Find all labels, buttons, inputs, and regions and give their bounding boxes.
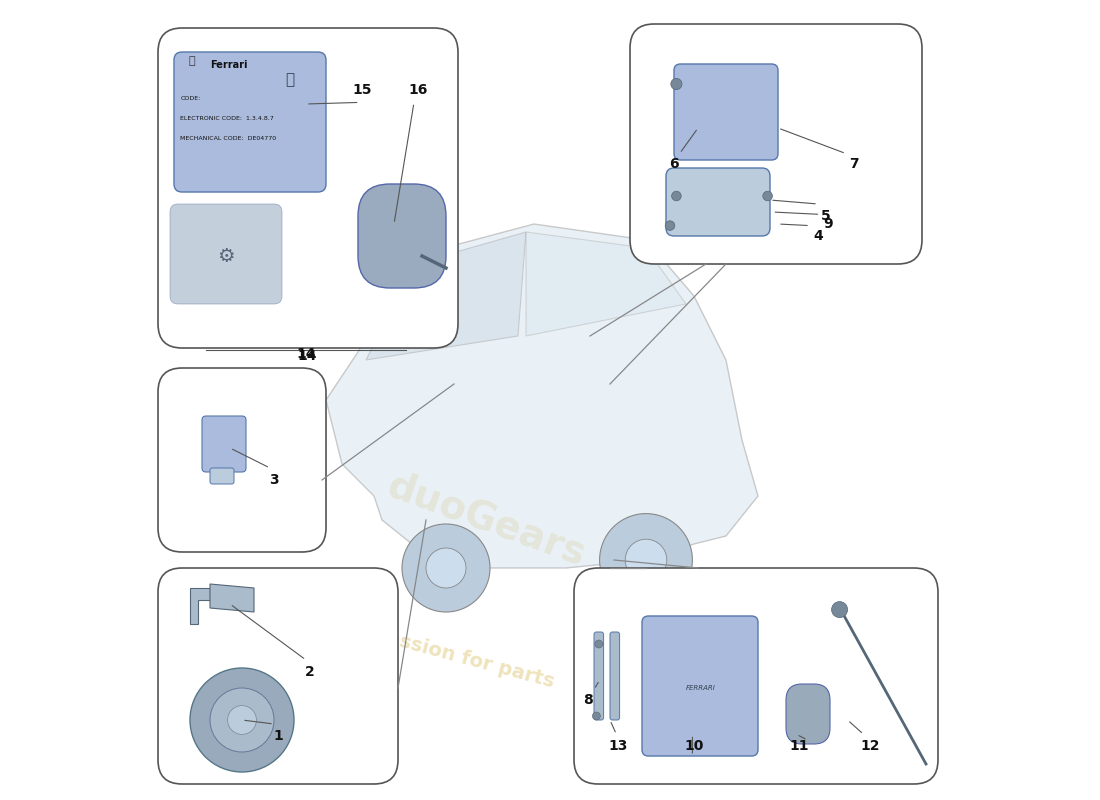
Text: ELECTRONIC CODE:  1.3.4.8.7: ELECTRONIC CODE: 1.3.4.8.7 xyxy=(180,116,274,121)
Text: a passion for parts: a passion for parts xyxy=(352,620,557,692)
Text: 3: 3 xyxy=(270,473,278,487)
Circle shape xyxy=(672,191,681,201)
Text: 🐴: 🐴 xyxy=(188,56,195,66)
FancyBboxPatch shape xyxy=(594,632,604,720)
Text: 8: 8 xyxy=(583,693,593,707)
Circle shape xyxy=(666,221,674,230)
FancyBboxPatch shape xyxy=(786,684,830,744)
FancyBboxPatch shape xyxy=(674,64,778,160)
Circle shape xyxy=(210,688,274,752)
Text: MECHANICAL CODE:  DE04770: MECHANICAL CODE: DE04770 xyxy=(180,136,276,141)
Text: 1: 1 xyxy=(273,729,283,743)
Polygon shape xyxy=(190,588,210,624)
Text: 14: 14 xyxy=(296,346,316,361)
Circle shape xyxy=(762,191,772,201)
Text: FERRARI: FERRARI xyxy=(685,685,715,691)
FancyBboxPatch shape xyxy=(642,616,758,756)
FancyBboxPatch shape xyxy=(202,416,246,472)
Text: 🔑: 🔑 xyxy=(285,72,295,87)
Text: 14: 14 xyxy=(298,349,318,363)
Text: 12: 12 xyxy=(860,738,880,753)
Text: 9: 9 xyxy=(824,217,833,231)
Circle shape xyxy=(402,524,490,612)
FancyBboxPatch shape xyxy=(170,204,282,304)
FancyBboxPatch shape xyxy=(158,28,458,348)
Circle shape xyxy=(625,539,667,581)
Polygon shape xyxy=(366,232,526,360)
Text: 4: 4 xyxy=(813,229,823,243)
Polygon shape xyxy=(326,224,758,568)
Text: 6: 6 xyxy=(669,157,679,171)
Circle shape xyxy=(190,668,294,772)
Text: 11: 11 xyxy=(790,738,810,753)
Circle shape xyxy=(426,548,466,588)
Circle shape xyxy=(228,706,256,734)
Text: Ferrari: Ferrari xyxy=(210,60,248,70)
Text: 2: 2 xyxy=(305,665,315,679)
Circle shape xyxy=(595,640,603,648)
Polygon shape xyxy=(210,584,254,612)
Text: 1995: 1995 xyxy=(585,596,675,652)
Circle shape xyxy=(593,712,601,720)
FancyBboxPatch shape xyxy=(210,468,234,484)
Text: duoGears: duoGears xyxy=(382,466,591,574)
FancyBboxPatch shape xyxy=(666,168,770,236)
Polygon shape xyxy=(526,232,686,336)
FancyBboxPatch shape xyxy=(358,184,446,288)
Circle shape xyxy=(832,602,848,618)
Text: 16: 16 xyxy=(408,83,428,98)
FancyBboxPatch shape xyxy=(610,632,619,720)
FancyBboxPatch shape xyxy=(158,568,398,784)
Circle shape xyxy=(600,514,692,606)
Text: ⚙: ⚙ xyxy=(218,246,234,266)
FancyBboxPatch shape xyxy=(574,568,938,784)
Text: 7: 7 xyxy=(849,157,859,171)
FancyBboxPatch shape xyxy=(630,24,922,264)
Text: 5: 5 xyxy=(821,209,830,223)
Text: 13: 13 xyxy=(608,738,628,753)
Circle shape xyxy=(671,78,682,90)
FancyBboxPatch shape xyxy=(174,52,326,192)
Text: 10: 10 xyxy=(684,738,704,753)
Text: CODE:: CODE: xyxy=(180,96,200,101)
FancyBboxPatch shape xyxy=(158,368,326,552)
Text: 15: 15 xyxy=(352,83,372,98)
